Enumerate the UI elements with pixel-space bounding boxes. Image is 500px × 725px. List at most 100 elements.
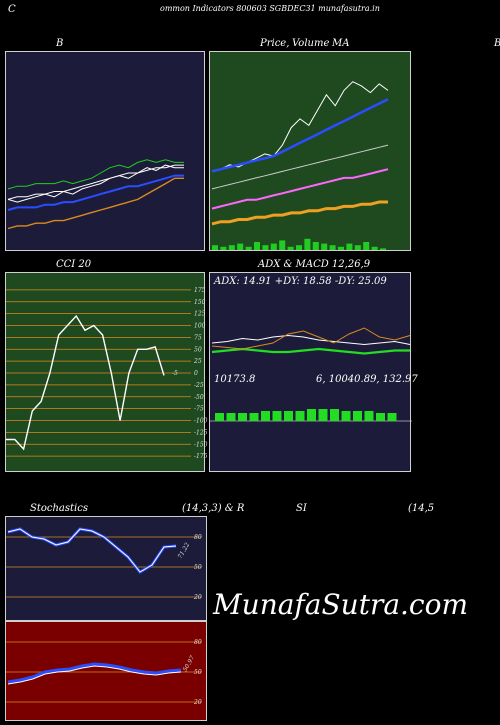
- macd-hist-bar: [295, 411, 305, 421]
- bb-series-3: [7, 177, 184, 230]
- price-series-0: [211, 81, 389, 172]
- watermark: MunafaSutra.com: [213, 588, 469, 621]
- bb-panel: [5, 51, 205, 251]
- ma-title: MA: [332, 38, 350, 49]
- adx-macd-chart: [210, 327, 412, 422]
- macd-values-left: 10173.8: [214, 374, 256, 385]
- cci-tick-label: -75: [194, 406, 204, 413]
- volume-bar: [363, 242, 370, 250]
- cci-tick-label: 25: [193, 358, 202, 365]
- cci-tick-label: -50: [194, 394, 204, 401]
- adx-macd-title: ADX & MACD 12,26,9: [258, 259, 371, 270]
- cci-tick-label: -175: [194, 453, 208, 460]
- page-title: ommon Indicators 800603 SGBDEC31 munafas…: [160, 4, 380, 13]
- volume-bar: [279, 240, 286, 250]
- si-line: [7, 662, 182, 684]
- volume-bar: [329, 245, 336, 250]
- stoch-title: Stochastics: [30, 503, 88, 514]
- volume-bar: [338, 246, 344, 250]
- volume-bar: [354, 245, 361, 250]
- adx-line: [211, 347, 410, 355]
- volume-bar: [262, 245, 269, 250]
- cci-tick-label: -125: [194, 429, 208, 436]
- macd-hist-bar: [226, 413, 236, 421]
- bb-series-1: [7, 164, 184, 200]
- volume-bar: [228, 245, 235, 250]
- cci-tick-label: 50: [194, 346, 202, 353]
- stoch-last-value: 71.22: [177, 541, 192, 560]
- adx-macd-panel: [209, 272, 412, 472]
- cci-tick-label: 175: [194, 287, 206, 294]
- cci-tick-label: -150: [194, 441, 208, 448]
- si-tick-label: 80: [194, 639, 202, 646]
- bb-series-4: [7, 164, 184, 203]
- bb-title: B: [56, 38, 64, 49]
- header-left-letter: C: [8, 4, 16, 15]
- macd-hist-bar: [318, 409, 328, 421]
- volume-bar: [296, 245, 302, 250]
- si-tick-label: 50: [194, 669, 202, 676]
- volume-bar: [220, 246, 227, 250]
- adx-values: ADX: 14.91 +DY: 18.58 -DY: 25.09: [214, 276, 387, 287]
- macd-hist-bar: [215, 413, 224, 421]
- macd-hist-bar: [272, 411, 282, 421]
- stoch-tick-label: 50: [194, 564, 202, 571]
- macd-hist-bar: [330, 409, 339, 421]
- price-series-2: [211, 144, 389, 190]
- stoch-panel: 80 50 20 71.22: [5, 516, 207, 621]
- si-title: SI: [296, 503, 307, 514]
- macd-hist-bar: [364, 411, 374, 421]
- cci-title: CCI 20: [56, 259, 92, 270]
- cci-tick-label: 100: [194, 323, 206, 330]
- price-panel: [209, 51, 411, 251]
- volume-bar: [212, 245, 218, 250]
- cci-last-value: -5: [172, 370, 178, 377]
- volume-bar: [346, 243, 353, 250]
- cci-tick-label: 125: [194, 311, 206, 318]
- macd-hist-bar: [387, 413, 397, 421]
- macd-hist-bar: [376, 413, 385, 421]
- minus-di-line: [211, 327, 411, 350]
- macd-hist-bar: [284, 411, 293, 421]
- si-signal-line: [7, 665, 182, 685]
- cci-tick-label: 150: [194, 299, 206, 306]
- stoch-chart: 80 50 20 71.22: [6, 527, 202, 601]
- macd-values-right: 6, 10040.89, 132.97: [316, 374, 418, 385]
- cci-tick-label: 75: [194, 334, 202, 341]
- macd-hist-bar: [341, 411, 351, 421]
- bb-series-2: [7, 174, 184, 211]
- volume-bar: [287, 246, 294, 250]
- volume-bar: [237, 243, 244, 250]
- price-title: Price,: [260, 38, 290, 49]
- volume-bar: [245, 246, 252, 250]
- cci-tick-label: -100: [194, 418, 208, 425]
- price-series-1: [211, 98, 389, 173]
- volume-bar: [254, 242, 260, 250]
- macd-hist-bar: [249, 413, 259, 421]
- cci-line: [6, 314, 165, 451]
- macd-hist-bar: [261, 411, 270, 421]
- macd-hist-bar: [238, 413, 247, 421]
- price-chart: [211, 81, 389, 250]
- price-series-3: [211, 168, 389, 210]
- cci-chart: 175 150 125 100 75 50 25 0 -25 -50 -75 -100 -125 -150…: [6, 287, 208, 460]
- volume-bar: [321, 243, 328, 250]
- bb-series-0: [7, 159, 184, 190]
- cci-panel: 175 150 125 100 75 50 25 0 -25 -50 -75 -100 -125 -150…: [5, 272, 208, 472]
- stoch-tick-label: 80: [194, 534, 202, 541]
- volume-bar: [380, 248, 386, 250]
- si-params: (14,5: [408, 503, 435, 514]
- volume-bar: [371, 246, 378, 250]
- stoch-tick-label: 20: [193, 594, 202, 601]
- plus-di-line: [211, 334, 411, 346]
- macd-hist-bar: [307, 409, 316, 421]
- stoch-d-line: [7, 528, 177, 573]
- cci-tick-label: 0: [194, 370, 198, 377]
- volume-bar: [270, 243, 277, 250]
- bb-chart: [7, 159, 184, 230]
- price-series-4: [211, 200, 388, 226]
- macd-hist-bar: [353, 411, 362, 421]
- stoch-params: (14,3,3) & R: [182, 503, 245, 514]
- right-edge-title: B: [494, 38, 500, 49]
